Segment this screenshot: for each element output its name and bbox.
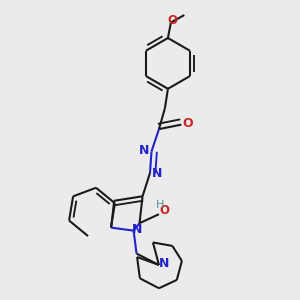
Text: O: O bbox=[167, 14, 177, 27]
Text: O: O bbox=[159, 204, 169, 217]
Text: O: O bbox=[183, 117, 193, 130]
Text: N: N bbox=[152, 167, 162, 180]
Text: N: N bbox=[159, 257, 169, 270]
Text: H: H bbox=[156, 200, 165, 210]
Text: N: N bbox=[132, 223, 142, 236]
Text: N: N bbox=[139, 144, 149, 157]
